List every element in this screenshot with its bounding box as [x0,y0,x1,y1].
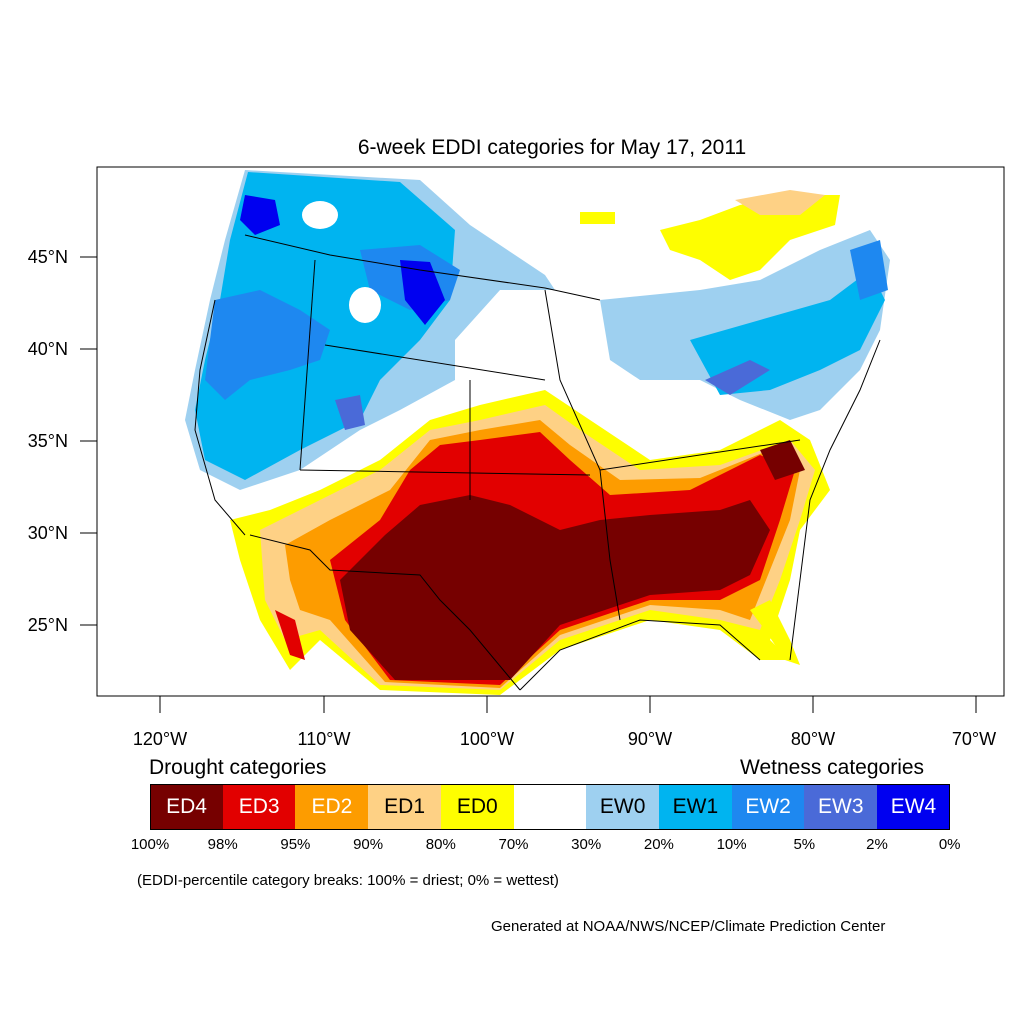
legend-box-ed1: ED1 [368,784,442,830]
lon-label: 120°W [133,729,187,749]
lon-label: 70°W [952,729,996,749]
break-label: 30% [571,836,602,853]
drought-categories-header: Drought categories [149,756,327,779]
legend-box-ed2: ED2 [295,784,369,830]
ew3-spot-utah [335,395,365,430]
credit-line: Generated at NOAA/NWS/NCEP/Climate Predi… [491,918,886,935]
legend-box-ed0: ED0 [440,784,514,830]
state-line-lat41 [324,344,546,381]
breaks-note: (EDDI-percentile category breaks: 100% =… [137,872,559,889]
legend-box-ed3: ED3 [222,784,296,830]
canada-ed1-spot [735,190,825,215]
state-line-lat37 [299,469,591,476]
legend-box-ew1: EW1 [658,784,732,830]
gulf-coast [519,619,761,691]
wetness-categories-header: Wetness categories [740,756,925,779]
northeast-ew2-region [850,240,888,300]
ew4-spot-west [240,195,280,235]
us-canada-border [244,234,601,301]
lat-label: 25°N [28,615,68,635]
lat-label: 35°N [28,431,68,451]
lon-ticks [159,696,977,713]
break-label: 5% [793,836,816,853]
legend-box-neutral [513,784,587,830]
break-label: 70% [498,836,529,853]
white-patch-idaho [349,287,381,323]
state-line-lon110 [299,259,316,471]
west-ew2-region [205,290,330,400]
white-patch-west [302,201,338,229]
legend-box-ed4: ED4 [150,784,223,830]
legend-box-ew0: EW0 [586,784,660,830]
break-label: 0% [938,836,961,853]
break-label: 80% [425,836,456,853]
break-label: 100% [130,836,170,853]
break-label: 90% [353,836,384,853]
florida-ed0 [750,600,800,665]
lake-erie-ew3 [705,360,770,395]
legend-box-ew4: EW4 [877,784,950,830]
canada-ed0-small [580,212,615,224]
state-line-east [599,439,801,471]
us-mexico-border [249,534,521,691]
lat-label: 40°N [28,339,68,359]
lon-label: 80°W [791,729,835,749]
lon-label: 100°W [460,729,514,749]
break-label: 10% [716,836,747,853]
baja-ed3 [275,610,305,660]
drought-ed4-region [340,495,770,680]
legend-box-ew2: EW2 [731,784,805,830]
legend-box-ew3: EW3 [804,784,878,830]
lat-ticks [80,256,97,626]
boundary-lines [194,234,881,691]
break-label: 98% [207,836,238,853]
drought-ed4-carolina [760,440,805,480]
ew4-spot-montana [400,260,445,325]
lat-label: 30°N [28,523,68,543]
map-title: 6-week EDDI categories for May 17, 2011 [358,136,746,159]
northeast-ew1-region [690,270,885,395]
west-coast [194,299,246,536]
lat-labels: 45°N 40°N 35°N 30°N 25°N [28,247,68,635]
lon-label: 110°W [298,729,351,749]
map-frame [96,166,1005,697]
lon-label: 90°W [628,729,672,749]
lat-label: 45°N [28,247,68,267]
break-label: 20% [643,836,674,853]
east-coast [789,339,881,661]
lon-labels: 120°W 110°W 100°W 90°W 80°W 70°W [133,729,996,749]
break-label: 2% [866,836,888,853]
break-label: 95% [280,836,311,853]
canada-ed0-region [660,195,840,280]
map-panel [97,167,1004,696]
